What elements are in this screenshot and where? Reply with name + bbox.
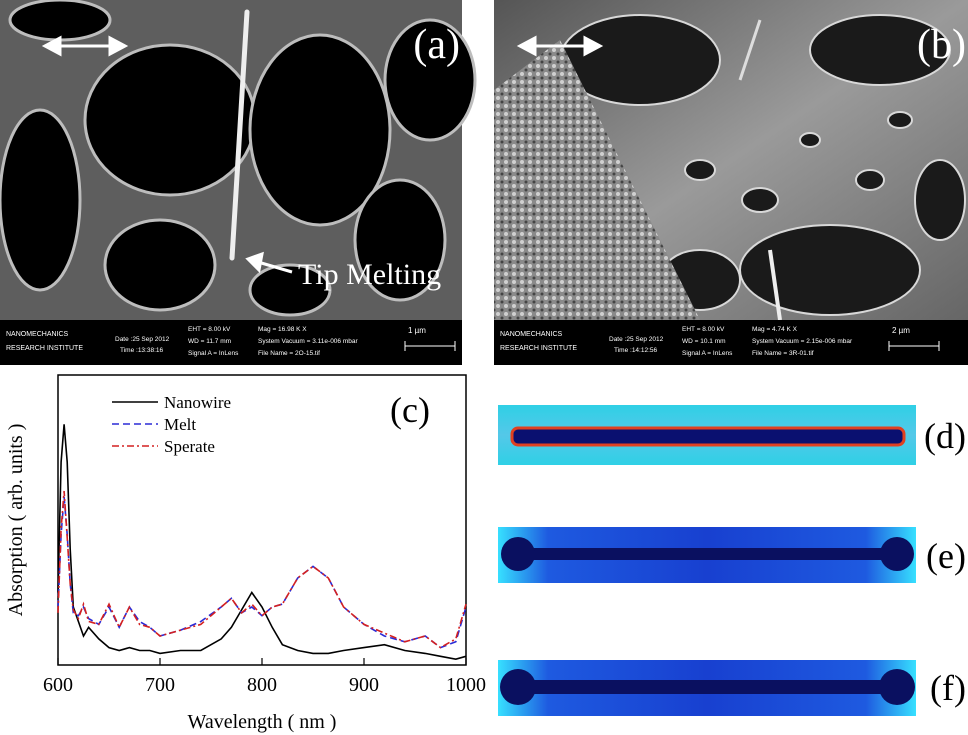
rod xyxy=(520,680,895,694)
sem-panel-a: Tip Melting (a) xyxy=(0,0,475,320)
rod xyxy=(512,428,904,445)
info-text: File Name = 2O-15.tif xyxy=(258,350,320,357)
info-text: Date :25 Sep 2012 xyxy=(609,336,664,343)
scale-label: 2 µm xyxy=(892,326,910,335)
panel-label: (b) xyxy=(917,22,966,68)
sem-info-bar: NANOMECHANICS RESEARCH INSTITUTE Date :25 … xyxy=(494,320,968,365)
panel-label: (e) xyxy=(926,536,966,576)
field-panel-d: (d) xyxy=(498,405,966,465)
scale-label: 1 µm xyxy=(408,326,426,335)
tip xyxy=(880,537,914,571)
tip xyxy=(879,669,915,705)
info-text: RESEARCH INSTITUTE xyxy=(6,345,83,352)
x-axis-label: Wavelength ( nm ) xyxy=(188,711,337,733)
series-line xyxy=(58,424,466,659)
x-tick-label: 700 xyxy=(145,674,175,696)
legend-label: Melt xyxy=(164,415,196,434)
info-text: Time :14:12:56 xyxy=(614,347,658,354)
info-text: WD = 11.7 mm xyxy=(188,338,231,345)
annotation: Tip Melting xyxy=(298,258,441,291)
info-text: Signal A = InLens xyxy=(188,350,239,357)
chart: (c) Wavelength ( nm ) Absorption ( arb. … xyxy=(5,375,486,733)
info-text: NANOMECHANICS xyxy=(500,331,563,338)
info-text: File Name = 3R-01.tif xyxy=(752,350,814,357)
figure: Tip Melting (a) (b) (c) Wavelength ( nm … xyxy=(0,0,968,735)
info-text: Time :13:38:16 xyxy=(120,347,164,354)
rod xyxy=(520,548,895,560)
sem-info-bar: NANOMECHANICS RESEARCH INSTITUTE Date :25 … xyxy=(0,320,462,365)
panel-label: (d) xyxy=(924,416,966,456)
info-text: RESEARCH INSTITUTE xyxy=(500,345,577,352)
panel-label: (f) xyxy=(930,668,966,708)
info-text: Date :25 Sep 2012 xyxy=(115,336,170,343)
info-text: Mag = 16.98 K X xyxy=(258,326,307,333)
field-panel-f: (f) xyxy=(498,660,966,716)
info-text: System Vacuum = 3.11e-006 mbar xyxy=(258,338,358,345)
field-panel-e: (e) xyxy=(498,527,966,583)
sem-panel-b: (b) xyxy=(494,0,968,320)
info-text: NANOMECHANICS xyxy=(6,331,69,338)
panel-label: (a) xyxy=(413,22,460,68)
series-line xyxy=(58,491,466,648)
legend-label: Sperate xyxy=(164,437,215,456)
x-tick-label: 800 xyxy=(247,674,277,696)
x-tick-label: 1000 xyxy=(446,674,486,696)
x-tick-label: 900 xyxy=(349,674,379,696)
info-text: WD = 10.1 mm xyxy=(682,338,726,345)
y-axis-label: Absorption ( arb. units ) xyxy=(5,424,27,617)
tip xyxy=(501,537,535,571)
info-text: EHT = 8.00 kV xyxy=(682,326,725,333)
tip xyxy=(500,669,536,705)
x-tick-label: 600 xyxy=(43,674,73,696)
legend-label: Nanowire xyxy=(164,393,231,412)
series-line xyxy=(58,497,466,648)
info-text: System Vacuum = 2.15e-006 mbar xyxy=(752,338,853,345)
info-text: Mag = 4.74 K X xyxy=(752,326,798,333)
info-text: Signal A = InLens xyxy=(682,350,733,357)
panel-label: (c) xyxy=(390,390,430,430)
info-text: EHT = 8.00 kV xyxy=(188,326,231,333)
